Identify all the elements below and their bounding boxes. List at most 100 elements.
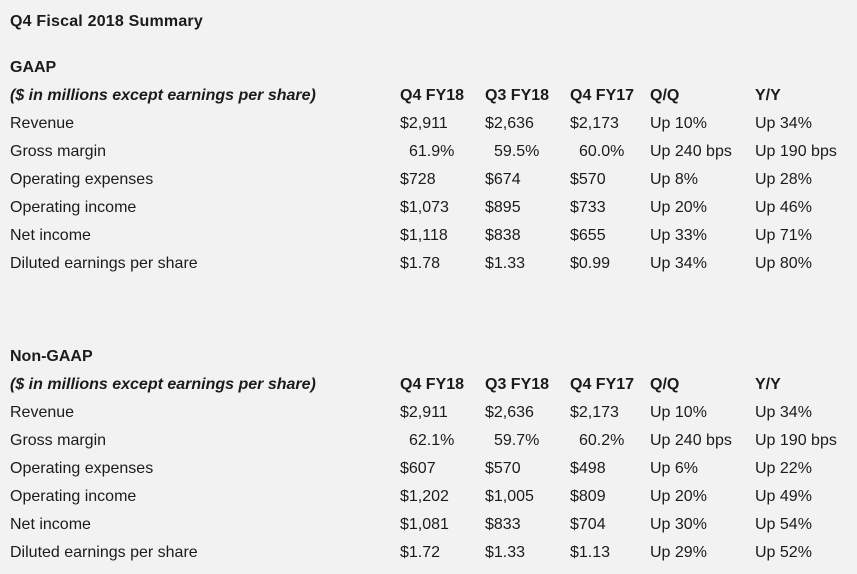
table-row: Diluted earnings per share $1.72 $1.33 $1.1… [10,539,857,567]
table-row: Diluted earnings per share $1.78 $1.33 $0.9… [10,250,857,278]
value-cell: $733 [570,199,606,216]
value-cell: Up 52% [755,544,812,561]
value-cell: $833 [485,516,521,533]
table-row: Operating income $1,073 $895 $733 Up 20% Up 4… [10,194,857,222]
value-cell: $728 [400,171,436,188]
column-header: Q4 FY18 [400,87,465,104]
table-body: Revenue $2,911 $2,636 $2,173 Up 10% Up 34% Gro… [10,399,857,567]
section-non-gaap: Non-GAAP ($ in millions except earnings … [10,343,857,567]
value-cell: $1.78 [400,255,441,272]
row-label: Net income [10,516,91,533]
table-row: Operating expenses $607 $570 $498 Up 6% Up 22… [10,455,857,483]
value-cell: Up 22% [755,460,812,477]
value-cell: $570 [570,171,606,188]
section-heading-gaap: GAAP [10,59,57,76]
value-cell: $838 [485,227,521,244]
value-cell: $2,173 [570,115,619,132]
value-cell: Up 8% [650,171,699,188]
value-cell: $809 [570,488,606,505]
column-header: Q3 FY18 [485,87,550,104]
value-cell: $1.72 [400,544,441,561]
value-cell: 59.7% [494,432,540,449]
row-label: Gross margin [10,143,107,160]
value-cell: $655 [570,227,606,244]
table-row: Operating income $1,202 $1,005 $809 Up 20% Up… [10,483,857,511]
column-header: Y/Y [755,376,781,393]
table-body: Revenue $2,911 $2,636 $2,173 Up 10% Up 34% Gro… [10,110,857,278]
units-note: ($ in millions except earnings per share… [10,376,316,393]
value-cell: Up 190 bps [755,432,837,449]
value-cell: 59.5% [494,143,540,160]
value-cell: Up 240 bps [650,432,732,449]
value-cell: $0.99 [570,255,611,272]
value-cell: $2,636 [485,115,534,132]
value-cell: $498 [570,460,606,477]
table-row: Operating expenses $728 $674 $570 Up 8% Up 28… [10,166,857,194]
row-label: Operating income [10,488,137,505]
value-cell: Up 190 bps [755,143,837,160]
value-cell: Up 20% [650,488,707,505]
value-cell: Up 34% [755,115,812,132]
value-cell: $704 [570,516,606,533]
column-header: Q/Q [650,376,680,393]
section-heading-non-gaap: Non-GAAP [10,348,93,365]
page-title: Q4 Fiscal 2018 Summary [10,13,203,30]
value-cell: Up 240 bps [650,143,732,160]
value-cell: $1.33 [485,255,526,272]
table-row: Net income $1,081 $833 $704 Up 30% Up 54% [10,511,857,539]
value-cell: 60.2% [579,432,625,449]
value-cell: Up 46% [755,199,812,216]
value-cell: $1,081 [400,516,449,533]
table-row: Revenue $2,911 $2,636 $2,173 Up 10% Up 34% [10,399,857,427]
value-cell: $1.33 [485,544,526,561]
units-note: ($ in millions except earnings per share… [10,87,316,104]
section-gaap: GAAP ($ in millions except earnings per … [10,54,857,278]
table-row: Net income $1,118 $838 $655 Up 33% Up 71% [10,222,857,250]
row-label: Net income [10,227,91,244]
value-cell: $1,118 [400,227,448,244]
value-cell: $674 [485,171,521,188]
row-label: Gross margin [10,432,107,449]
value-cell: 60.0% [579,143,625,160]
value-cell: $2,911 [400,404,448,421]
value-cell: $607 [400,460,436,477]
table-row: Gross margin 62.1% 59.7% 60.2% Up 240 bps Up … [10,427,857,455]
column-header: Q3 FY18 [485,376,550,393]
value-cell: Up 28% [755,171,812,188]
value-cell: Up 33% [650,227,707,244]
value-cell: Up 34% [650,255,707,272]
value-cell: $1,073 [400,199,449,216]
value-cell: $1.13 [570,544,611,561]
column-header: Q4 FY18 [400,376,465,393]
column-header: Q4 FY17 [570,87,635,104]
table-header-row: ($ in millions except earnings per share… [10,82,857,110]
column-header: Q4 FY17 [570,376,635,393]
row-label: Diluted earnings per share [10,255,198,272]
value-cell: Up 20% [650,199,707,216]
value-cell: $2,911 [400,115,448,132]
value-cell: $895 [485,199,521,216]
value-cell: Up 30% [650,516,707,533]
table-row: Revenue $2,911 $2,636 $2,173 Up 10% Up 34% [10,110,857,138]
table-row: Gross margin 61.9% 59.5% 60.0% Up 240 bps Up … [10,138,857,166]
value-cell: Up 10% [650,404,707,421]
row-label: Revenue [10,404,75,421]
value-cell: Up 10% [650,115,707,132]
table-header-row: ($ in millions except earnings per share… [10,371,857,399]
value-cell: Up 29% [650,544,707,561]
row-label: Operating expenses [10,460,154,477]
value-cell: Up 34% [755,404,812,421]
row-label: Revenue [10,115,75,132]
value-cell: $2,173 [570,404,619,421]
value-cell: Up 54% [755,516,812,533]
row-label: Operating income [10,199,137,216]
column-header: Y/Y [755,87,781,104]
row-label: Operating expenses [10,171,154,188]
row-label: Diluted earnings per share [10,544,198,561]
value-cell: 61.9% [409,143,455,160]
value-cell: $1,202 [400,488,449,505]
value-cell: $570 [485,460,521,477]
value-cell: $1,005 [485,488,534,505]
value-cell: Up 80% [755,255,812,272]
